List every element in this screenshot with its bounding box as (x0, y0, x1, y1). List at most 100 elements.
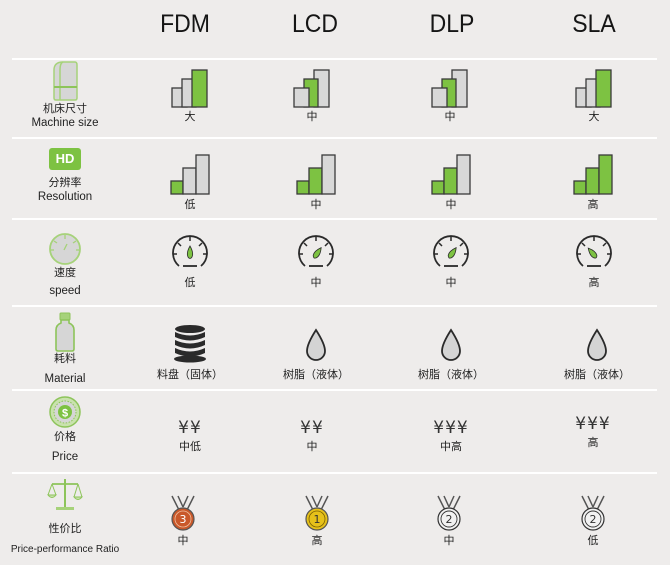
resin-drop-icon (441, 328, 461, 361)
divider (12, 58, 657, 60)
cell-dlp-resolution: 中 (396, 154, 506, 212)
cell-lcd-speed: 中 (261, 234, 371, 290)
row-label: 耗料 Material (0, 312, 130, 387)
cell-value: 中高 (440, 440, 462, 453)
row-label-cn: 价格 (54, 430, 76, 443)
cell-fdm-speed: 低 (135, 234, 245, 290)
row-label-en: Price (51, 451, 79, 463)
gauge-icon (172, 235, 208, 267)
svg-text:3: 3 (180, 513, 187, 526)
row-label: 速度 speed (0, 232, 130, 299)
cell-value: 树脂（液体） (418, 368, 484, 381)
column-title-sla: SLA (572, 10, 616, 38)
row-material: 耗料 Material 料盘（固体） 树脂（液体） 树脂（液体） 树脂（液体） (0, 310, 670, 388)
row-machine-size: 机床尺寸 Machine size 大 中 中 大 (0, 60, 670, 138)
signal-bars-icon (170, 154, 210, 195)
resin-drop-icon (306, 328, 326, 361)
cell-value: 大 (184, 110, 196, 123)
gold-medal-icon: 1 (305, 495, 329, 531)
cell-value: 低 (184, 198, 196, 211)
row-label-en: Resolution (37, 191, 93, 203)
cell-dlp-machine-size: 中 (395, 68, 505, 124)
yen-symbols: ¥¥ (178, 418, 202, 438)
gauge-icon (576, 235, 612, 267)
cell-lcd-price: ¥¥ 中 (257, 418, 367, 454)
speedometer-icon (49, 233, 81, 265)
cell-value: 中 (445, 198, 457, 211)
cell-value: 料盘（固体） (157, 368, 223, 381)
bar-chart-icon (293, 69, 330, 108)
row-price-performance: 性价比 Price-performance Ratio 3 中 1 高 2 中 (0, 476, 670, 564)
dollar-coin-icon: $ (49, 396, 81, 428)
row-label: HD 分辨率 Resolution (0, 148, 130, 205)
cell-dlp-price: ¥¥¥ 中高 (396, 418, 506, 454)
svg-text:1: 1 (314, 513, 321, 526)
cell-value: 中 (177, 534, 189, 547)
row-label-cn: 性价比 (48, 522, 82, 535)
cell-fdm-resolution: 低 (135, 154, 245, 212)
cell-dlp-speed: 中 (396, 234, 506, 290)
cell-sla-price-performance: 2 低 (538, 494, 648, 548)
signal-bars-icon (431, 154, 471, 195)
cell-lcd-resolution: 中 (261, 154, 371, 212)
hd-badge-icon: HD (49, 148, 81, 170)
gauge-icon (433, 235, 469, 267)
yen-symbols: ¥¥¥ (433, 418, 469, 438)
balance-scale-icon (47, 479, 83, 510)
row-speed: 速度 speed 低 中 (0, 222, 670, 304)
svg-text:2: 2 (590, 513, 597, 526)
cell-sla-machine-size: 大 (539, 68, 649, 124)
signal-bars-icon (573, 154, 613, 195)
row-price: $ 价格 Price ¥¥ 中低 ¥¥ 中 ¥¥¥ 中高 ¥¥¥ 高 (0, 394, 670, 472)
row-label-cn: 分辨率 (48, 176, 82, 189)
cell-value: 高 (311, 534, 323, 547)
cell-fdm-price: ¥¥ 中低 (135, 418, 245, 454)
cell-value: 中低 (179, 440, 201, 453)
cell-value: 高 (587, 198, 599, 211)
cell-value: 树脂（液体） (564, 368, 630, 381)
gauge-icon (298, 235, 334, 267)
cell-value: 树脂（液体） (283, 368, 349, 381)
silver-medal-icon: 2 (437, 495, 461, 531)
signal-bars-icon (296, 154, 336, 195)
cell-value: 大 (588, 110, 600, 123)
cell-sla-material: 树脂（液体） (542, 328, 652, 382)
row-label-cn: 速度 (54, 266, 76, 279)
row-label-en: Machine size (31, 117, 99, 129)
bar-chart-icon (431, 69, 468, 108)
yen-symbols: ¥¥ (300, 418, 324, 438)
cell-value: 中 (310, 198, 322, 211)
column-title-dlp: DLP (429, 10, 475, 38)
column-title-fdm: FDM (160, 10, 210, 38)
column-title-lcd: LCD (291, 10, 338, 38)
divider (12, 137, 657, 139)
divider (12, 305, 657, 307)
row-label-en: speed (49, 285, 81, 297)
divider (12, 389, 657, 391)
bottle-icon (55, 312, 75, 352)
cell-lcd-material: 树脂（液体） (261, 328, 371, 382)
svg-text:2: 2 (446, 513, 453, 526)
cell-fdm-machine-size: 大 (135, 68, 245, 124)
bar-chart-icon (575, 69, 612, 108)
cell-sla-price: ¥¥¥ 高 (538, 414, 648, 450)
column-header-row: FDM LCD DLP SLA (0, 0, 670, 58)
filament-spool-icon (174, 325, 206, 363)
svg-text:$: $ (62, 408, 68, 420)
cell-fdm-material: 料盘（固体） (135, 324, 245, 382)
cell-lcd-machine-size: 中 (257, 68, 367, 124)
row-label: 机床尺寸 Machine size (0, 60, 130, 131)
row-label-en: Price-performance Ratio (10, 544, 120, 555)
row-label: $ 价格 Price (0, 396, 130, 465)
yen-symbols: ¥¥¥ (575, 414, 611, 434)
cell-lcd-price-performance: 1 高 (262, 494, 372, 548)
cell-value: 高 (587, 436, 599, 449)
printer-machine-icon (53, 61, 78, 101)
cell-fdm-price-performance: 3 中 (128, 494, 238, 548)
resin-drop-icon (587, 328, 607, 361)
cell-value: 中 (306, 110, 318, 123)
cell-dlp-price-performance: 2 中 (394, 494, 504, 548)
bronze-medal-icon: 3 (171, 495, 195, 531)
bar-chart-icon (171, 69, 208, 108)
divider (12, 472, 657, 474)
